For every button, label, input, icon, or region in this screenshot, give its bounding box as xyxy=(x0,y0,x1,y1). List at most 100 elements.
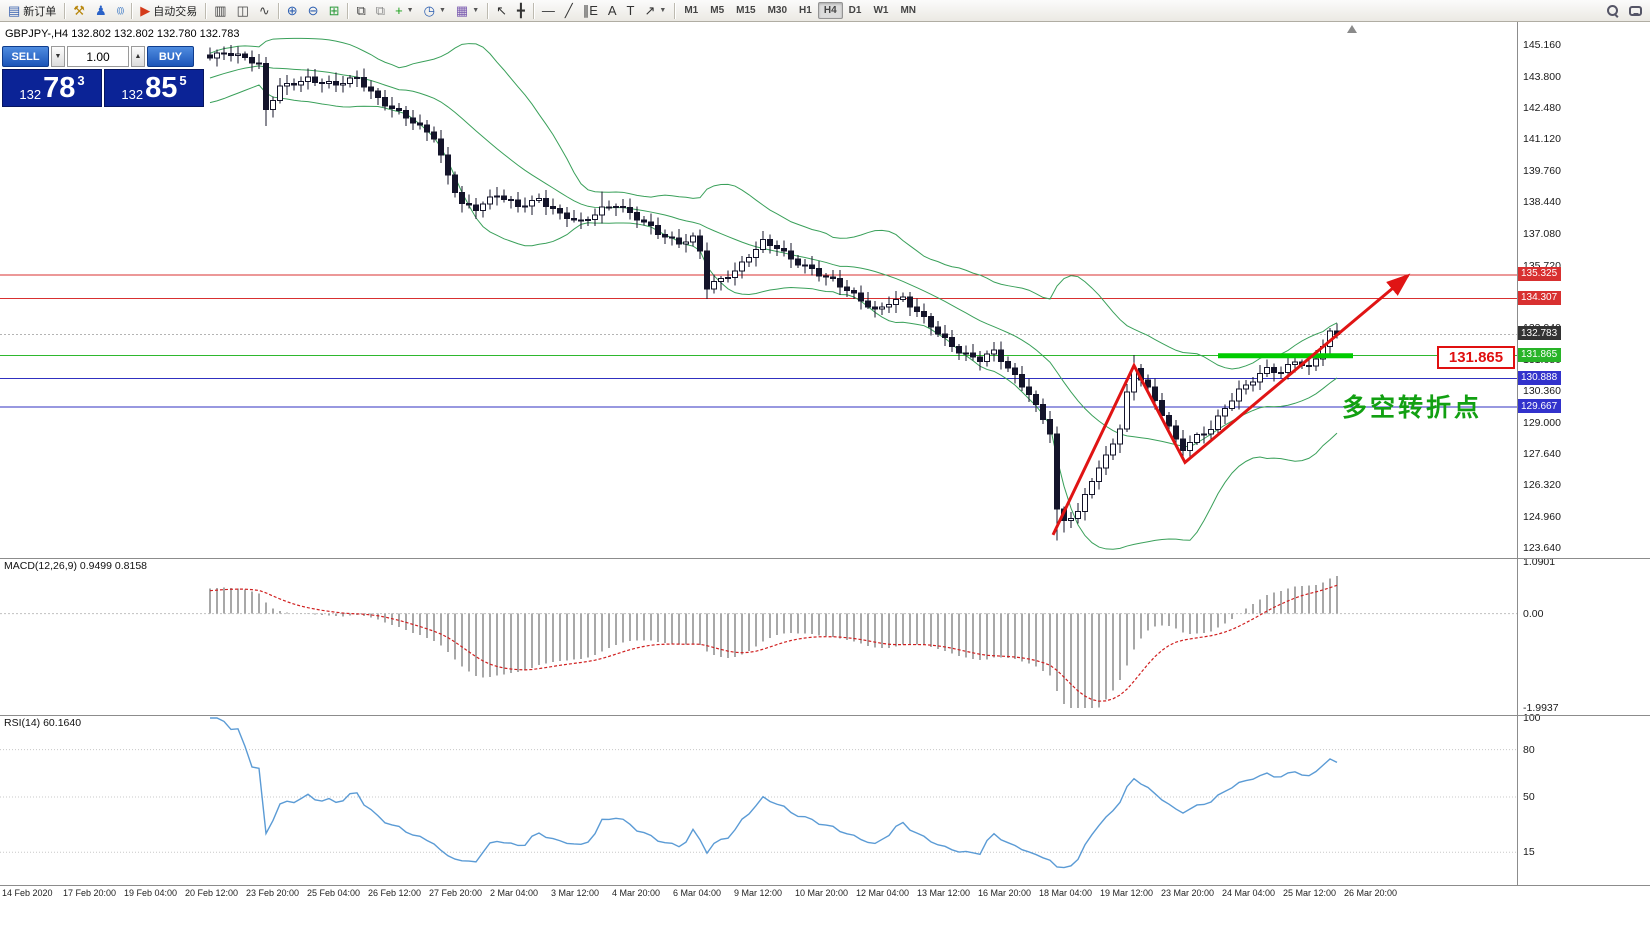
macd-panel-svg[interactable] xyxy=(0,558,1517,715)
price-tag: 135.325 xyxy=(1518,266,1562,281)
cursor-button[interactable]: ↖ xyxy=(491,1,512,20)
buy-button[interactable]: BUY xyxy=(147,46,194,67)
rsi-panel-svg[interactable] xyxy=(0,715,1517,885)
text-label-button[interactable]: T xyxy=(622,1,640,20)
tile-windows-icon: ⧉ xyxy=(356,3,366,18)
buy-price-pips: 85 xyxy=(145,71,178,104)
equidistant-channel-icon: ∥E xyxy=(582,3,598,18)
arrows-button-dropdown-arrow[interactable]: ▼ xyxy=(659,7,667,14)
sell-price-pips: 78 xyxy=(43,71,76,104)
crosshair-button[interactable]: ╋ xyxy=(512,1,530,20)
equidistant-channel-button[interactable]: ∥E xyxy=(578,1,603,20)
trendline-button[interactable]: ╱ xyxy=(560,1,578,20)
sell-button[interactable]: SELL xyxy=(2,46,49,67)
new-order-button[interactable]: ▤ 新订单 xyxy=(3,1,61,20)
horizontal-line-button[interactable]: — xyxy=(537,1,560,20)
cursor-icon: ↖ xyxy=(496,3,508,18)
zoom-in-button[interactable]: ⊕ xyxy=(282,1,303,20)
timeframe-h1[interactable]: H1 xyxy=(799,5,812,16)
cascade-windows-button[interactable]: ⧉ xyxy=(371,1,390,20)
toolbar-separator xyxy=(532,2,534,19)
turning-point-annotation[interactable]: 多空转折点 xyxy=(1342,394,1483,422)
sell-price-display[interactable]: 132 78 3 xyxy=(2,69,102,107)
auto-trading-button[interactable]: ▶ 自动交易 xyxy=(135,1,202,20)
main-chart-svg[interactable] xyxy=(0,22,1517,558)
auto-trading-button-label: 自动交易 xyxy=(153,5,198,18)
timeframe-mn[interactable]: MN xyxy=(900,5,916,16)
templates-button[interactable]: ▦ ▼ xyxy=(451,1,484,20)
accounts-button[interactable]: ♟ xyxy=(90,1,112,20)
timeframe-m1[interactable]: M1 xyxy=(684,5,699,16)
timeframe-m30[interactable]: M30 xyxy=(767,5,788,16)
main-toolbar: ▤ 新订单 ⚒ ♟(()) ▶ 自动交易 ▥ ◫ ∿ ⊕ ⊖ ⊞ ⧉ ⧉ + ▼ ◷ ▼ ▦ ▼ ↖ ╋ — ╱ ∥E A T ↗ ▼ M… xyxy=(0,0,1650,22)
support-price-label[interactable]: 131.865 xyxy=(1437,346,1515,369)
price-axis-label: 124.960 xyxy=(1523,511,1561,524)
timeframe-w1[interactable]: W1 xyxy=(873,5,889,16)
accounts-icon: ♟ xyxy=(94,3,107,18)
community-button[interactable]: (()) xyxy=(112,1,129,20)
candlestick-chart-button[interactable]: ◫ xyxy=(232,1,254,20)
price-axis-label: 141.120 xyxy=(1523,133,1561,146)
trendline-icon: ╱ xyxy=(564,3,573,18)
toolbar-separator xyxy=(674,2,676,19)
macd-signal-line xyxy=(209,584,1338,702)
volume-down-button[interactable]: ▼ xyxy=(51,46,65,67)
date-axis-label: 25 Mar 12:00 xyxy=(1283,888,1337,898)
line-chart-button[interactable]: ∿ xyxy=(254,1,275,20)
buy-price-point: 5 xyxy=(179,73,187,88)
periods-button[interactable]: ◷ ▼ xyxy=(419,1,451,20)
auto-trading-icon: ▶ xyxy=(140,3,151,18)
rsi-axis-label: 80 xyxy=(1523,743,1535,756)
time-axis[interactable]: 14 Feb 2020 17 Feb 20:00 19 Feb 04:00 20 Fe… xyxy=(0,885,1650,902)
new-order-icon: ▤ xyxy=(8,3,21,18)
volume-input[interactable] xyxy=(67,46,129,67)
hammer-tool-button[interactable]: ⚒ xyxy=(68,1,90,20)
date-axis-label: 19 Mar 12:00 xyxy=(1100,888,1154,898)
grid-button[interactable]: ⊞ xyxy=(324,1,345,20)
one-click-trading-widget: SELL ▼ ▲ BUY 132 78 3 132 85 5 xyxy=(2,46,205,107)
rsi-indicator-label: RSI(14) 60.1640 xyxy=(4,717,82,729)
indicators-button[interactable]: + ▼ xyxy=(390,1,419,20)
sell-price-point: 3 xyxy=(77,73,85,88)
text-icon: A xyxy=(607,3,617,18)
toolbar-separator xyxy=(205,2,207,19)
bar-chart-button[interactable]: ▥ xyxy=(209,1,231,20)
price-axis-label: 138.440 xyxy=(1523,196,1561,209)
price-axis[interactable]: 145.160 143.800 142.480 141.120 139.760 138.4… xyxy=(1517,22,1650,885)
date-axis-label: 20 Feb 12:00 xyxy=(185,888,239,898)
indicators-button-dropdown-arrow[interactable]: ▼ xyxy=(406,7,414,14)
chart-plot-area[interactable]: GBPJPY-,H4 132.802 132.802 132.780 132.7… xyxy=(0,22,1650,558)
text-button[interactable]: A xyxy=(603,1,622,20)
candlestick-chart-icon: ◫ xyxy=(236,3,249,18)
timeframe-d1[interactable]: D1 xyxy=(848,5,862,16)
rsi-axis-label: 50 xyxy=(1523,791,1535,803)
date-axis-label: 23 Mar 20:00 xyxy=(1161,888,1215,898)
macd-axis-label: -1.9937 xyxy=(1523,702,1559,714)
buy-price-display[interactable]: 132 85 5 xyxy=(104,69,204,107)
toolbar-separator xyxy=(64,2,66,19)
price-tag: 132.783 xyxy=(1518,326,1562,341)
timeframe-m15[interactable]: M15 xyxy=(736,5,756,16)
buy-price-figure: 132 xyxy=(121,87,144,102)
zoom-out-button[interactable]: ⊖ xyxy=(303,1,324,20)
arrows-button[interactable]: ↗ ▼ xyxy=(639,1,671,20)
templates-button-dropdown-arrow[interactable]: ▼ xyxy=(472,7,480,14)
price-tag: 134.307 xyxy=(1518,290,1562,305)
search-button[interactable] xyxy=(1602,1,1624,20)
periods-button-dropdown-arrow[interactable]: ▼ xyxy=(438,7,446,14)
panel-separator[interactable] xyxy=(0,558,1650,559)
tile-windows-button[interactable]: ⧉ xyxy=(351,1,370,20)
date-axis-label: 9 Mar 12:00 xyxy=(734,888,783,898)
chart-title: GBPJPY-,H4 132.802 132.802 132.780 132.7… xyxy=(5,28,240,40)
volume-up-button[interactable]: ▲ xyxy=(131,46,145,67)
timeframe-h4[interactable]: H4 xyxy=(817,2,843,19)
crosshair-icon: ╋ xyxy=(517,3,525,18)
search-icon xyxy=(1607,4,1619,17)
chat-button[interactable] xyxy=(1624,1,1647,20)
zoom-in-icon: ⊕ xyxy=(286,3,298,18)
indicators-icon: + xyxy=(395,3,403,18)
date-axis-label: 17 Feb 20:00 xyxy=(63,888,117,898)
date-axis-label: 16 Mar 20:00 xyxy=(978,888,1032,898)
panel-separator[interactable] xyxy=(0,715,1650,716)
timeframe-m5[interactable]: M5 xyxy=(710,5,725,16)
